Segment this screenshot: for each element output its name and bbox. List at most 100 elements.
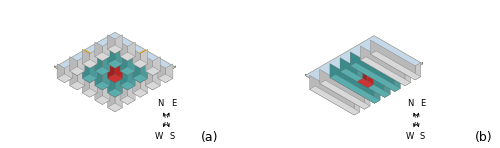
Polygon shape [82,51,90,56]
Polygon shape [153,73,160,78]
Polygon shape [64,70,72,74]
Polygon shape [57,68,64,72]
Polygon shape [77,63,85,67]
Polygon shape [368,74,384,98]
Polygon shape [368,84,384,94]
Polygon shape [330,67,374,93]
Polygon shape [82,74,90,79]
Polygon shape [108,82,115,87]
Polygon shape [145,67,153,71]
Polygon shape [360,49,405,75]
Polygon shape [330,65,374,91]
Polygon shape [82,60,90,64]
Polygon shape [357,71,362,75]
Polygon shape [115,80,122,85]
Polygon shape [310,84,354,110]
Polygon shape [128,65,135,69]
Polygon shape [115,76,122,81]
Polygon shape [340,61,357,71]
Polygon shape [95,86,102,104]
Text: N: N [408,99,414,107]
Polygon shape [364,92,370,109]
Polygon shape [90,68,98,72]
Polygon shape [395,83,400,86]
Polygon shape [82,87,90,91]
Polygon shape [95,69,102,73]
Text: (a): (a) [201,131,219,144]
Polygon shape [108,103,122,112]
Polygon shape [120,61,128,65]
Polygon shape [108,105,115,110]
Polygon shape [108,62,115,66]
Polygon shape [360,51,405,77]
Polygon shape [108,45,115,49]
Polygon shape [120,63,128,67]
Polygon shape [77,81,85,86]
Polygon shape [153,67,160,71]
Polygon shape [140,68,148,72]
Polygon shape [415,64,421,68]
Polygon shape [140,78,148,97]
Polygon shape [350,61,395,86]
Polygon shape [374,98,380,102]
Polygon shape [120,52,128,57]
Polygon shape [95,57,102,75]
Polygon shape [140,89,148,93]
Polygon shape [102,79,110,84]
Polygon shape [350,54,395,79]
Polygon shape [350,59,395,85]
Polygon shape [120,54,128,59]
Polygon shape [120,50,128,55]
Polygon shape [310,82,354,108]
Polygon shape [132,51,140,56]
Polygon shape [115,85,122,89]
Polygon shape [132,68,140,72]
Polygon shape [95,71,102,90]
Polygon shape [350,62,395,88]
Polygon shape [132,62,140,66]
Polygon shape [64,66,72,70]
Polygon shape [95,59,102,63]
Polygon shape [357,72,368,78]
Polygon shape [120,86,128,104]
Polygon shape [370,51,415,77]
Polygon shape [128,77,135,82]
Polygon shape [374,97,380,100]
Polygon shape [354,62,423,104]
Polygon shape [95,52,102,57]
Polygon shape [120,67,128,71]
Polygon shape [330,72,374,98]
Polygon shape [128,69,135,73]
Polygon shape [153,83,160,88]
Polygon shape [140,51,148,56]
Polygon shape [360,53,405,79]
Polygon shape [120,48,128,53]
Polygon shape [140,74,148,79]
Polygon shape [82,85,90,89]
Polygon shape [350,55,395,81]
Polygon shape [102,42,110,61]
Polygon shape [128,73,135,78]
Polygon shape [70,61,77,65]
Text: S: S [419,132,424,141]
Polygon shape [108,49,115,68]
Polygon shape [90,56,98,60]
Polygon shape [120,75,128,80]
Polygon shape [368,84,390,98]
Polygon shape [70,75,77,80]
Polygon shape [115,74,122,79]
Polygon shape [108,70,115,74]
Polygon shape [158,68,166,72]
Polygon shape [82,89,90,93]
Polygon shape [145,69,153,73]
Polygon shape [357,78,374,88]
Polygon shape [354,98,360,115]
Polygon shape [364,95,370,99]
Polygon shape [102,77,110,82]
Polygon shape [145,81,153,86]
Polygon shape [108,41,115,45]
Polygon shape [120,92,128,96]
Polygon shape [115,39,122,43]
Polygon shape [82,72,90,77]
Polygon shape [77,59,85,63]
